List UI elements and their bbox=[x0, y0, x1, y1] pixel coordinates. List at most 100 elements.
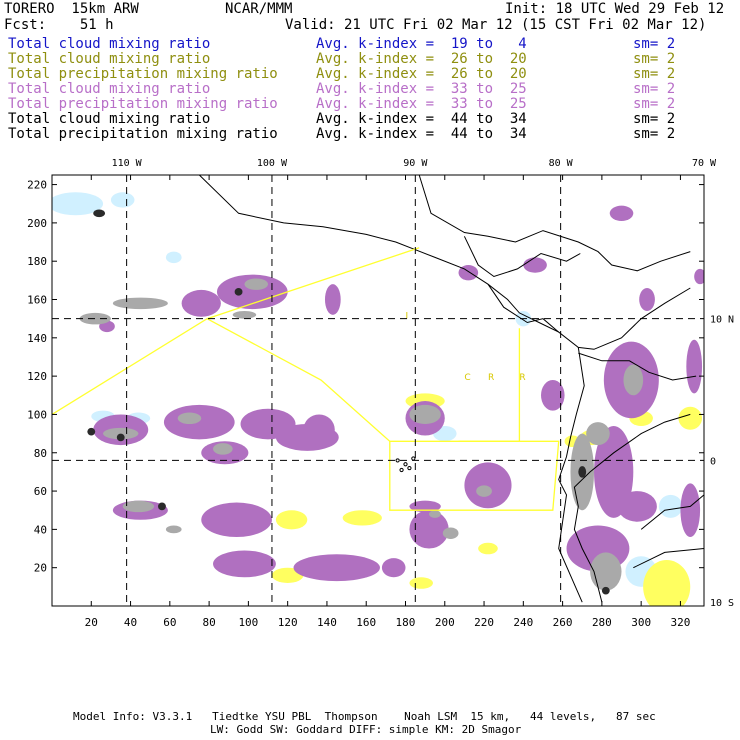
island bbox=[395, 458, 400, 463]
gray-contour bbox=[79, 312, 111, 325]
cyan-contour bbox=[165, 251, 182, 264]
coastline bbox=[558, 347, 585, 603]
gray-contour bbox=[623, 364, 644, 396]
purple-contour bbox=[201, 502, 272, 538]
purple-contour bbox=[464, 462, 512, 509]
purple-contour bbox=[324, 284, 341, 315]
yellow-contour bbox=[275, 510, 308, 530]
gray-contour bbox=[112, 297, 168, 310]
gray-contour bbox=[122, 500, 155, 513]
purple-contour bbox=[213, 550, 276, 578]
coastline bbox=[463, 236, 581, 278]
y-tick-label: 100 bbox=[27, 408, 47, 421]
gray-contour bbox=[177, 412, 202, 425]
y-tick-label: 40 bbox=[34, 523, 47, 536]
purple-contour bbox=[303, 414, 335, 446]
region-boundary bbox=[206, 318, 391, 442]
plot-frame bbox=[51, 174, 705, 607]
yellow-contour bbox=[409, 577, 433, 589]
x-tick-label: 300 bbox=[631, 616, 651, 629]
cyan-contour bbox=[110, 192, 135, 208]
purple-contour bbox=[163, 404, 235, 440]
yellow-contour bbox=[643, 560, 691, 606]
legend-field: Total precipitation mixing ratio bbox=[8, 96, 278, 112]
purple-contour bbox=[680, 483, 701, 538]
legend-sm: sm= 2 bbox=[633, 66, 676, 82]
x-tick-label: 80 bbox=[202, 616, 215, 629]
purple-contour bbox=[523, 257, 547, 273]
init-time: Init: 18 UTC Wed 29 Feb 12 bbox=[505, 1, 725, 17]
cyan-contour bbox=[52, 192, 104, 216]
y-tick-label: 120 bbox=[27, 370, 47, 383]
boundary-label: C bbox=[464, 373, 470, 383]
legend-sm: sm= 2 bbox=[633, 111, 676, 127]
legend-field: Total precipitation mixing ratio bbox=[8, 126, 278, 142]
purple-contour bbox=[293, 554, 380, 582]
region-boundary bbox=[458, 328, 521, 442]
model-title: TORERO 15km ARW bbox=[4, 1, 139, 17]
purple-contour bbox=[541, 379, 565, 411]
x-tick-label: 280 bbox=[592, 616, 612, 629]
x-tick-label: 320 bbox=[670, 616, 690, 629]
coastline bbox=[198, 174, 691, 350]
dark-contour bbox=[87, 427, 96, 436]
gray-contour bbox=[165, 525, 182, 534]
coastline bbox=[640, 494, 705, 530]
purple-contour bbox=[686, 339, 703, 394]
longitude-label: 70 W bbox=[692, 158, 717, 169]
y-tick-label: 160 bbox=[27, 294, 47, 307]
legend-sm: sm= 2 bbox=[633, 36, 676, 52]
latitude-label: 10 S bbox=[710, 598, 734, 609]
valid-time: Valid: 21 UTC Fri 02 Mar 12 (15 CST Fri … bbox=[285, 17, 707, 33]
y-tick-label: 200 bbox=[27, 217, 47, 230]
y-tick-label: 20 bbox=[34, 562, 47, 575]
boundary-label: R bbox=[519, 373, 525, 383]
dark-contour bbox=[158, 502, 166, 511]
purple-contour bbox=[594, 425, 634, 518]
coastline bbox=[487, 283, 560, 333]
x-tick-label: 100 bbox=[238, 616, 258, 629]
org-label: NCAR/MMM bbox=[225, 1, 293, 17]
y-tick-label: 140 bbox=[27, 332, 47, 345]
gray-contour bbox=[442, 527, 459, 539]
island bbox=[407, 465, 412, 471]
dark-contour bbox=[578, 466, 587, 478]
coastline bbox=[633, 548, 705, 569]
x-tick-label: 200 bbox=[435, 616, 455, 629]
dark-contour bbox=[601, 586, 610, 595]
purple-contour bbox=[381, 558, 406, 578]
boundary-label: R bbox=[488, 373, 494, 383]
legend-field: Total cloud mixing ratio bbox=[8, 81, 211, 97]
legend-kindex: Avg. k-index = 33 to 25 bbox=[316, 81, 527, 97]
x-tick-label: 160 bbox=[356, 616, 376, 629]
legend-kindex: Avg. k-index = 44 to 34 bbox=[316, 111, 527, 127]
gray-contour bbox=[476, 485, 492, 497]
purple-contour bbox=[694, 268, 704, 285]
y-tick-label: 180 bbox=[27, 255, 47, 268]
x-tick-label: 120 bbox=[278, 616, 298, 629]
purple-contour bbox=[609, 205, 634, 221]
gray-contour bbox=[409, 404, 441, 425]
dark-contour bbox=[93, 209, 106, 218]
legend-sm: sm= 2 bbox=[633, 81, 676, 97]
x-tick-label: 260 bbox=[553, 616, 573, 629]
forecast-hour: Fcst: 51 h bbox=[4, 17, 114, 33]
x-tick-label: 60 bbox=[163, 616, 176, 629]
yellow-contour bbox=[478, 542, 498, 555]
gray-contour bbox=[590, 552, 622, 591]
legend-field: Total cloud mixing ratio bbox=[8, 51, 211, 67]
legend-kindex: Avg. k-index = 44 to 34 bbox=[316, 126, 527, 142]
field-layer bbox=[52, 192, 704, 606]
island bbox=[399, 467, 404, 473]
purple-contour bbox=[216, 274, 288, 310]
coastline bbox=[573, 413, 691, 603]
legend-field: Total cloud mixing ratio bbox=[8, 111, 211, 127]
x-tick-label: 240 bbox=[513, 616, 533, 629]
x-tick-label: 220 bbox=[474, 616, 494, 629]
gray-contour bbox=[103, 427, 139, 440]
legend-sm: sm= 2 bbox=[633, 96, 676, 112]
gray-contour bbox=[586, 422, 610, 446]
legend-kindex: Avg. k-index = 19 to 4 bbox=[316, 36, 527, 52]
purple-contour bbox=[617, 491, 657, 522]
